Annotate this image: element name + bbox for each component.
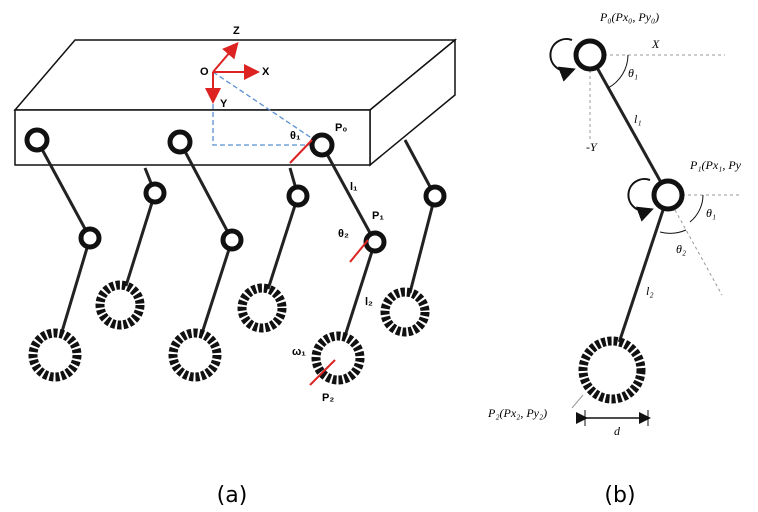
label: ω₁ bbox=[292, 346, 306, 358]
caption: (b) bbox=[604, 483, 635, 508]
leg-schematic bbox=[550, 39, 740, 426]
label: l₁ bbox=[350, 181, 358, 193]
label: θ₁ bbox=[290, 130, 301, 142]
label: l₁ bbox=[634, 112, 642, 126]
caption: (a) bbox=[217, 483, 248, 508]
label: l₂ bbox=[365, 296, 373, 308]
label: Z bbox=[233, 25, 240, 37]
label: θ₂ bbox=[338, 228, 349, 240]
label: P₂(Px₂, Py₂) bbox=[487, 406, 547, 420]
label: θ₁ bbox=[628, 66, 638, 80]
label: P₁(Px₁, Py bbox=[689, 158, 742, 172]
label: θ₂ bbox=[676, 242, 686, 256]
label: P₀ bbox=[335, 122, 347, 134]
label: X bbox=[262, 66, 270, 78]
back-legs bbox=[100, 140, 444, 332]
label: P₁ bbox=[372, 210, 384, 222]
label: θ₁ bbox=[706, 206, 716, 220]
label: P₀(Px₀, Py₀) bbox=[599, 10, 659, 24]
label: X bbox=[651, 37, 660, 51]
label: -Y bbox=[586, 140, 598, 154]
front-legs bbox=[27, 130, 384, 385]
page: Z O X Y θ₁ P₀ l₁ θ₂ P₁ l₂ ω₁ P₂ (a) P₀(P… bbox=[0, 0, 758, 512]
label: Y bbox=[220, 98, 228, 110]
label: P₂ bbox=[322, 392, 334, 404]
label: O bbox=[200, 66, 209, 78]
label: l₂ bbox=[646, 284, 654, 298]
figure: Z O X Y θ₁ P₀ l₁ θ₂ P₁ l₂ ω₁ P₂ (a) P₀(P… bbox=[0, 0, 758, 512]
body-box bbox=[15, 40, 455, 165]
label: d bbox=[614, 424, 621, 438]
